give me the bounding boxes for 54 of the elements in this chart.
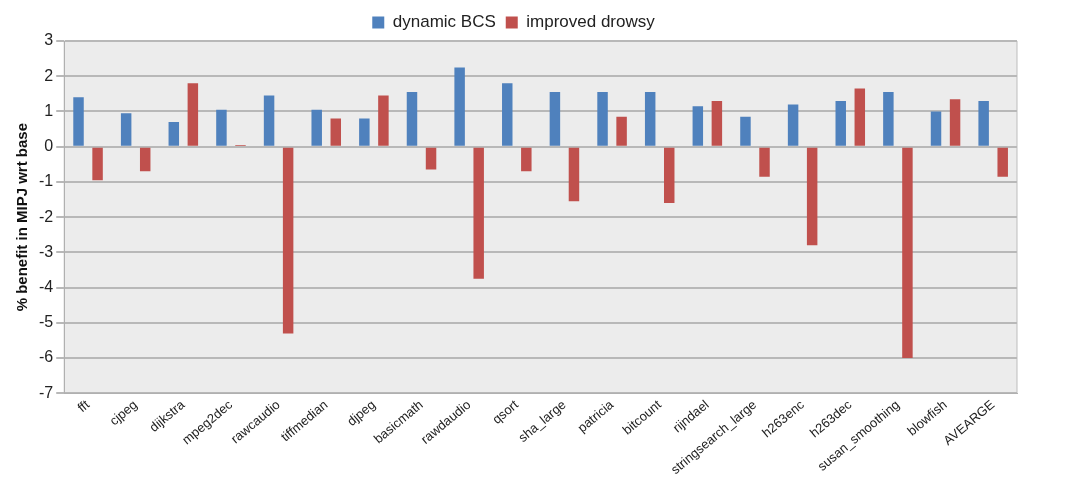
bar	[902, 147, 913, 359]
y-tick-label: -6	[38, 348, 54, 366]
bar	[378, 95, 389, 146]
bar	[854, 88, 866, 146]
bar	[711, 100, 723, 146]
bar	[425, 147, 437, 170]
bar	[216, 109, 227, 146]
bar	[187, 83, 199, 146]
bar	[930, 111, 942, 146]
bar	[883, 92, 894, 146]
y-axis-title: % benefit in MIPJ wrt base	[13, 122, 31, 312]
x-tick-label: fft	[74, 396, 93, 416]
bar	[692, 106, 704, 146]
bar	[949, 99, 961, 146]
bar	[787, 104, 799, 146]
bar	[139, 147, 151, 172]
y-tick-label: -7	[38, 383, 54, 401]
bar	[759, 147, 770, 177]
bar	[835, 100, 846, 146]
y-tick-label: -1	[38, 172, 54, 190]
bar	[597, 92, 608, 146]
y-tick-label: -3	[38, 242, 54, 260]
bar	[406, 92, 418, 146]
bar	[616, 116, 627, 146]
bar	[740, 116, 751, 146]
legend-label: improved drowsy	[526, 12, 656, 32]
bar	[664, 147, 675, 204]
bar	[568, 147, 580, 202]
y-tick-label: -2	[38, 207, 54, 225]
bar	[120, 113, 132, 146]
bar	[806, 147, 818, 246]
bar	[168, 122, 180, 146]
y-tick-label: 0	[44, 137, 54, 155]
y-tick-label: -4	[38, 278, 54, 296]
bar	[549, 92, 561, 146]
bar	[997, 147, 1008, 177]
bar	[311, 109, 322, 146]
bar	[644, 92, 656, 146]
bar	[502, 83, 513, 146]
y-tick-label: 3	[44, 31, 54, 49]
bar	[473, 147, 484, 279]
bar	[359, 118, 370, 146]
bar	[330, 118, 342, 146]
y-tick-label: 1	[44, 101, 54, 119]
bar	[521, 147, 532, 172]
bar	[73, 97, 84, 146]
legend-label: dynamic BCS	[392, 12, 496, 32]
bar	[92, 147, 103, 181]
bar	[978, 100, 989, 146]
y-tick-label: -5	[38, 313, 54, 331]
bar	[282, 147, 294, 334]
y-tick-label: 2	[44, 66, 54, 84]
bar	[263, 95, 275, 146]
bar	[454, 67, 465, 146]
